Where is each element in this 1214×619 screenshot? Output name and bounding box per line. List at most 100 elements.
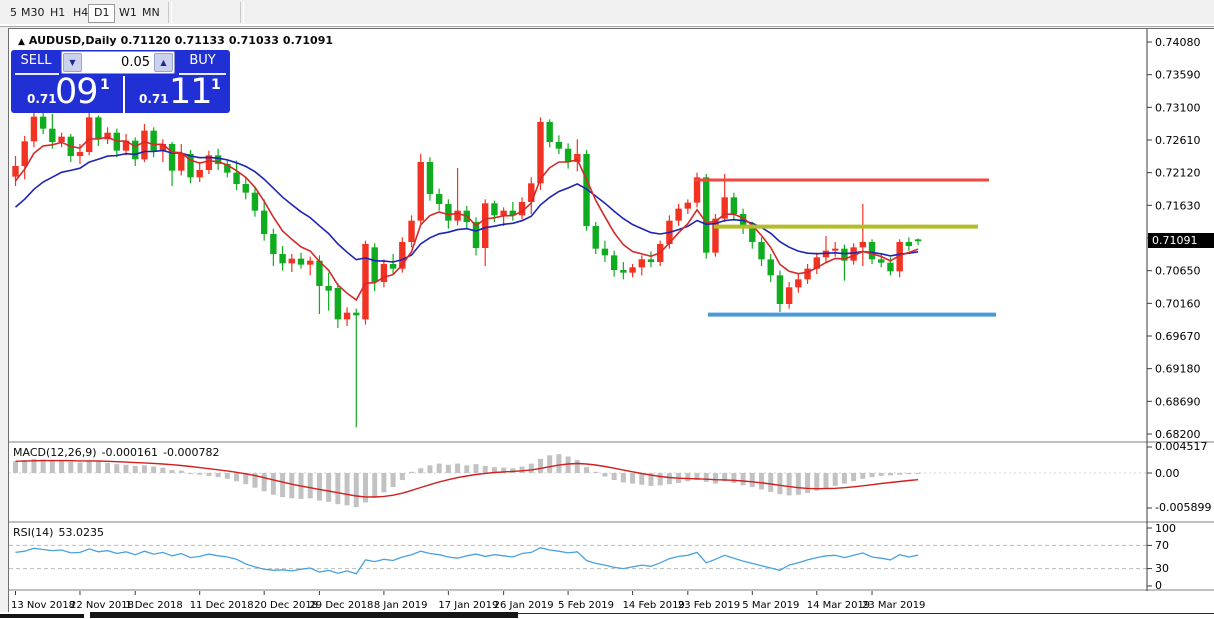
macd-histogram-bar xyxy=(68,461,74,473)
macd-title: MACD(12,26,9) xyxy=(13,446,97,459)
macd-histogram-bar xyxy=(234,473,240,482)
date-axis-label[interactable]: 5 Feb 2019 xyxy=(558,600,614,611)
timeframe-button-5[interactable]: 5 xyxy=(10,6,17,19)
macd-histogram-bar xyxy=(593,471,599,473)
price-axis-label: 0.69670 xyxy=(1155,330,1201,343)
timeframe-button-h4[interactable]: H4 xyxy=(73,6,89,19)
volume-value[interactable]: 0.05 xyxy=(121,55,150,70)
date-axis-label[interactable]: 23 Mar 2019 xyxy=(862,600,925,611)
macd-histogram-bar xyxy=(13,461,18,473)
price-axis-label: 0.71630 xyxy=(1155,199,1201,212)
date-axis-label[interactable]: 14 Mar 2019 xyxy=(807,600,870,611)
sell-price-tile[interactable]: 0.71 09 1 xyxy=(11,72,123,113)
candle-body xyxy=(353,312,360,316)
macd-histogram-bar xyxy=(464,465,470,473)
buy-button[interactable]: BUY xyxy=(189,53,216,68)
macd-histogram-bar xyxy=(178,470,184,473)
macd-histogram-bar xyxy=(261,473,267,492)
macd-histogram-bar xyxy=(712,473,718,484)
macd-histogram-bar xyxy=(584,467,590,473)
candle-body xyxy=(721,197,728,219)
date-axis-label[interactable]: 20 Dec 2018 xyxy=(254,600,318,611)
macd-histogram-bar xyxy=(473,464,479,473)
candle-body xyxy=(684,202,692,209)
macd-histogram-bar xyxy=(307,473,313,499)
price-axis-label: 0.73100 xyxy=(1155,101,1201,114)
macd-histogram-bar xyxy=(694,473,700,481)
date-axis-label[interactable]: 11 Dec 2018 xyxy=(190,600,254,611)
buy-price-tile[interactable]: 0.71 11 1 xyxy=(125,72,230,113)
chart-window[interactable]: 0.74080 0.73590 0.73100 0.72610 0.72120 0.716… xyxy=(8,28,1214,613)
macd-histogram-bar xyxy=(897,473,903,475)
macd-histogram-bar xyxy=(206,473,212,476)
candle-body xyxy=(749,227,756,242)
timeframe-button-m30[interactable]: M30 xyxy=(21,6,45,19)
candle-body xyxy=(297,258,305,265)
macd-histogram-bar xyxy=(556,454,562,473)
macd-histogram-bar xyxy=(860,473,866,479)
date-axis-label[interactable]: 29 Dec 2018 xyxy=(309,600,373,611)
candle-body xyxy=(472,222,480,248)
candle-body xyxy=(647,259,655,262)
volume-stepper[interactable]: ▼ 0.05 ▲ xyxy=(61,51,175,74)
date-axis-label[interactable]: 8 Jan 2019 xyxy=(374,600,428,611)
sell-button[interactable]: SELL xyxy=(20,53,52,68)
date-axis-label[interactable]: 5 Mar 2019 xyxy=(742,600,799,611)
bottom-window-edge xyxy=(0,612,1214,619)
price-chart-canvas[interactable]: 0.74080 0.73590 0.73100 0.72610 0.72120 0.716… xyxy=(9,29,1214,613)
timeframe-button-h1[interactable]: H1 xyxy=(50,6,66,19)
candle-body xyxy=(343,312,351,320)
macd-histogram-bar xyxy=(841,473,847,484)
timeframe-button-mn[interactable]: MN xyxy=(142,6,160,19)
candle-body xyxy=(868,242,876,260)
macd-histogram-bar xyxy=(491,467,497,473)
timeframe-button-d1[interactable]: D1 xyxy=(88,4,116,23)
collapse-panel-icon[interactable]: ▲ xyxy=(18,37,25,47)
candle-body xyxy=(528,183,535,202)
ma-slow-line xyxy=(14,149,919,263)
candle-body xyxy=(509,210,517,216)
macd-histogram-bar xyxy=(657,473,663,486)
macd-histogram-bar xyxy=(823,473,829,489)
price-axis-label: 0.72610 xyxy=(1155,134,1201,147)
macd-histogram-bar xyxy=(528,463,534,473)
date-axis-label[interactable]: 17 Jan 2019 xyxy=(438,600,498,611)
price-axis-label: 0.72120 xyxy=(1155,167,1201,180)
rsi-axis-label: 100 xyxy=(1155,522,1176,535)
macd-histogram-bar xyxy=(445,464,451,473)
candle-body xyxy=(620,270,627,273)
date-axis-label[interactable]: 26 Jan 2019 xyxy=(494,600,554,611)
volume-decrease-button[interactable]: ▼ xyxy=(63,53,82,72)
bottom-edge-bar xyxy=(0,614,84,618)
candle-body xyxy=(371,247,378,282)
candle-body xyxy=(905,242,913,246)
volume-increase-button[interactable]: ▲ xyxy=(154,53,173,72)
macd-histogram-bar xyxy=(519,466,525,473)
candle-body xyxy=(39,116,47,129)
candle-body xyxy=(638,259,645,268)
candle-body xyxy=(159,144,167,151)
timeframe-button-w1[interactable]: W1 xyxy=(119,6,137,19)
date-axis-label[interactable]: 23 Feb 2019 xyxy=(678,600,740,611)
candle-body xyxy=(362,244,369,320)
macd-histogram-bar xyxy=(482,465,488,473)
candle-body xyxy=(288,258,295,264)
candle-body xyxy=(518,202,526,216)
macd-signal-value: -0.000782 xyxy=(163,446,220,459)
candle-body xyxy=(426,162,434,194)
macd-histogram-bar xyxy=(187,473,193,474)
macd-histogram-bar xyxy=(620,473,626,483)
macd-histogram-bar xyxy=(648,473,654,486)
sell-underline xyxy=(15,73,59,75)
macd-histogram-bar xyxy=(878,473,884,476)
date-axis-label[interactable]: 13 Nov 2018 xyxy=(11,600,75,611)
macd-histogram-bar xyxy=(455,463,461,473)
date-axis-label[interactable]: 14 Feb 2019 xyxy=(623,600,685,611)
macd-histogram-bar xyxy=(722,473,728,482)
date-axis-label[interactable]: 22 Nov 2018 xyxy=(70,600,134,611)
macd-histogram-bar xyxy=(851,473,857,482)
buy-price-big: 11 xyxy=(169,72,213,112)
candle-body xyxy=(675,208,682,221)
macd-histogram-bar xyxy=(326,473,332,502)
date-axis-label[interactable]: 1 Dec 2018 xyxy=(125,600,183,611)
